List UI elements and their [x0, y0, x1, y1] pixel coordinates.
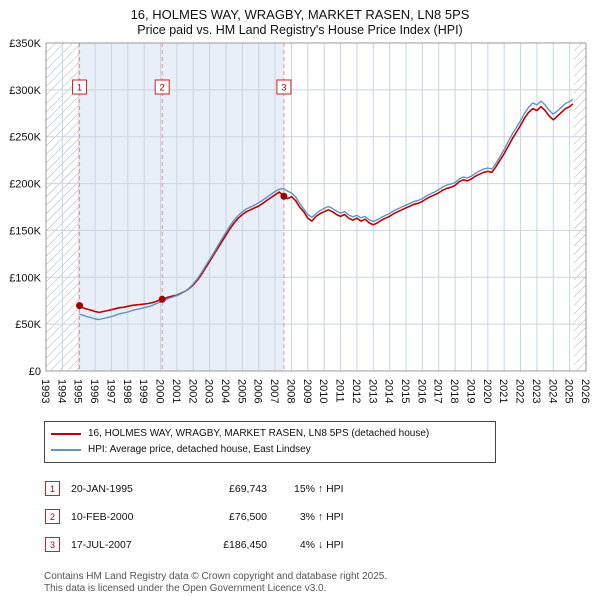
- x-tick-label: 2008: [284, 379, 296, 403]
- sale-badge-num-1: 1: [77, 82, 82, 93]
- hpi-change-pct: 15%: [293, 482, 315, 495]
- y-tick-label: £300K: [9, 85, 41, 97]
- x-tick-label: 2007: [268, 379, 280, 403]
- x-tick-label: 2026: [579, 379, 591, 403]
- footer-line-2: This data is licensed under the Open Gov…: [44, 583, 327, 595]
- x-tick-label: 2022: [514, 379, 526, 403]
- hpi-line-swatch: [51, 448, 81, 451]
- x-tick-label: 1999: [137, 379, 149, 403]
- x-tick-label: 2015: [399, 379, 411, 403]
- page-subtitle: Price paid vs. HM Land Registry's House …: [137, 23, 463, 38]
- sale-badge-num-3: 3: [281, 82, 286, 93]
- sale-number-badge: 3: [45, 537, 60, 553]
- x-tick-label: 2000: [154, 379, 166, 403]
- x-tick-label: 2009: [301, 379, 313, 403]
- y-tick-label: £100K: [9, 272, 41, 284]
- x-tick-label: 1996: [88, 379, 100, 403]
- hpi-change-pct: 4%: [299, 538, 315, 551]
- y-tick-label: £50K: [15, 319, 41, 331]
- sale-hpi-change: 15% ↑ HPI: [285, 483, 405, 495]
- y-tick-label: £250K: [9, 132, 41, 144]
- x-tick-label: 2019: [464, 379, 476, 403]
- legend-label-property: 16, HOLMES WAY, WRAGBY, MARKET RASEN, LN…: [88, 428, 430, 440]
- hpi-direction-arrow-icon: ↓: [317, 538, 324, 551]
- x-tick-label: 2025: [563, 379, 575, 403]
- x-tick-label: 1997: [104, 379, 116, 403]
- x-tick-label: 2023: [530, 379, 542, 403]
- hpi-label: HPI: [326, 510, 344, 523]
- x-tick-label: 2013: [366, 379, 378, 403]
- sale-hpi-change: 4% ↓ HPI: [285, 539, 405, 551]
- hpi-change-pct: 3%: [299, 510, 315, 523]
- x-tick-label: 1995: [72, 379, 84, 403]
- sale-badge-3: [276, 79, 292, 95]
- x-tick-label: 2001: [170, 379, 182, 403]
- chart-legend: 16, HOLMES WAY, WRAGBY, MARKET RASEN, LN…: [44, 420, 496, 463]
- x-tick-label: 1993: [39, 379, 51, 403]
- ownership-shade-region: [79, 42, 284, 371]
- sale-price: £76,500: [229, 510, 267, 523]
- table-row: 2 10-FEB-2000 £76,500 3% ↑ HPI: [45, 503, 600, 531]
- x-tick-label: 2012: [350, 379, 362, 403]
- page-title: 16, HOLMES WAY, WRAGBY, MARKET RASEN, LN…: [130, 7, 470, 22]
- sale-badge-1: [72, 79, 88, 95]
- plot-border: [45, 42, 587, 372]
- sale-date: 20-JAN-1995: [71, 482, 133, 495]
- x-tick-label: 1998: [121, 379, 133, 403]
- x-tick-label: 2021: [497, 379, 509, 403]
- sale-date: 17-JUL-2007: [71, 538, 132, 551]
- x-tick-label: 2016: [415, 379, 427, 403]
- property-line-swatch: [51, 432, 81, 435]
- x-tick-label: 2005: [235, 379, 247, 403]
- x-tick-label: 2010: [317, 379, 329, 403]
- hpi-label: HPI: [326, 482, 344, 495]
- x-tick-label: 1994: [55, 379, 67, 403]
- x-tick-label: 2004: [219, 379, 231, 403]
- y-tick-label: £350K: [9, 39, 41, 50]
- y-tick-label: £0: [29, 366, 41, 378]
- table-row: 1 20-JAN-1995 £69,743 15% ↑ HPI: [45, 475, 600, 503]
- legend-item-property: 16, HOLMES WAY, WRAGBY, MARKET RASEN, LN…: [51, 426, 489, 442]
- sale-badge-num-2: 2: [160, 82, 165, 93]
- x-tick-label: 2024: [546, 379, 558, 403]
- x-tick-label: 2020: [481, 379, 493, 403]
- x-tick-label: 2018: [448, 379, 460, 403]
- legend-item-hpi: HPI: Average price, detached house, East…: [51, 442, 489, 458]
- sale-marker-3: [280, 192, 288, 200]
- footer-line-1: Contains HM Land Registry data © Crown c…: [44, 570, 388, 582]
- y-tick-label: £200K: [9, 178, 41, 190]
- x-tick-label: 2011: [334, 379, 346, 403]
- x-tick-label: 2006: [252, 379, 264, 403]
- no-data-hatch-region-1: [573, 42, 586, 371]
- sales-table: 1 20-JAN-1995 £69,743 15% ↑ HPI 2 10-FEB…: [45, 475, 600, 559]
- sale-number-badge: 1: [45, 481, 60, 497]
- hpi-direction-arrow-icon: ↑: [317, 510, 324, 523]
- table-row: 3 17-JUL-2007 £186,450 4% ↓ HPI: [45, 531, 600, 559]
- sale-badge-2: [154, 79, 170, 95]
- page-header: 16, HOLMES WAY, WRAGBY, MARKET RASEN, LN…: [0, 0, 600, 39]
- price-chart-svg: 1 2 3 £0 £50K £100K £150K £200K £250K £300K £350K 1…: [9, 39, 591, 403]
- x-tick-label: 2014: [383, 379, 395, 403]
- sale-marker-1: [76, 302, 84, 310]
- sale-price: £69,743: [229, 482, 267, 495]
- sale-marker-2: [158, 295, 166, 303]
- hpi-label: HPI: [326, 538, 344, 551]
- sale-hpi-change: 3% ↑ HPI: [285, 511, 405, 523]
- hpi-direction-arrow-icon: ↑: [317, 482, 324, 495]
- sale-number-badge: 2: [45, 509, 60, 525]
- sale-price: £186,450: [223, 538, 267, 551]
- y-tick-label: £150K: [9, 225, 41, 237]
- sale-date: 10-FEB-2000: [71, 510, 134, 523]
- x-tick-label: 2002: [186, 379, 198, 403]
- x-tick-label: 2017: [432, 379, 444, 403]
- license-footer: Contains HM Land Registry data © Crown c…: [44, 571, 600, 596]
- gridlines: [45, 42, 587, 372]
- x-tick-label: 2003: [203, 379, 215, 403]
- legend-label-hpi: HPI: Average price, detached house, East…: [88, 444, 311, 456]
